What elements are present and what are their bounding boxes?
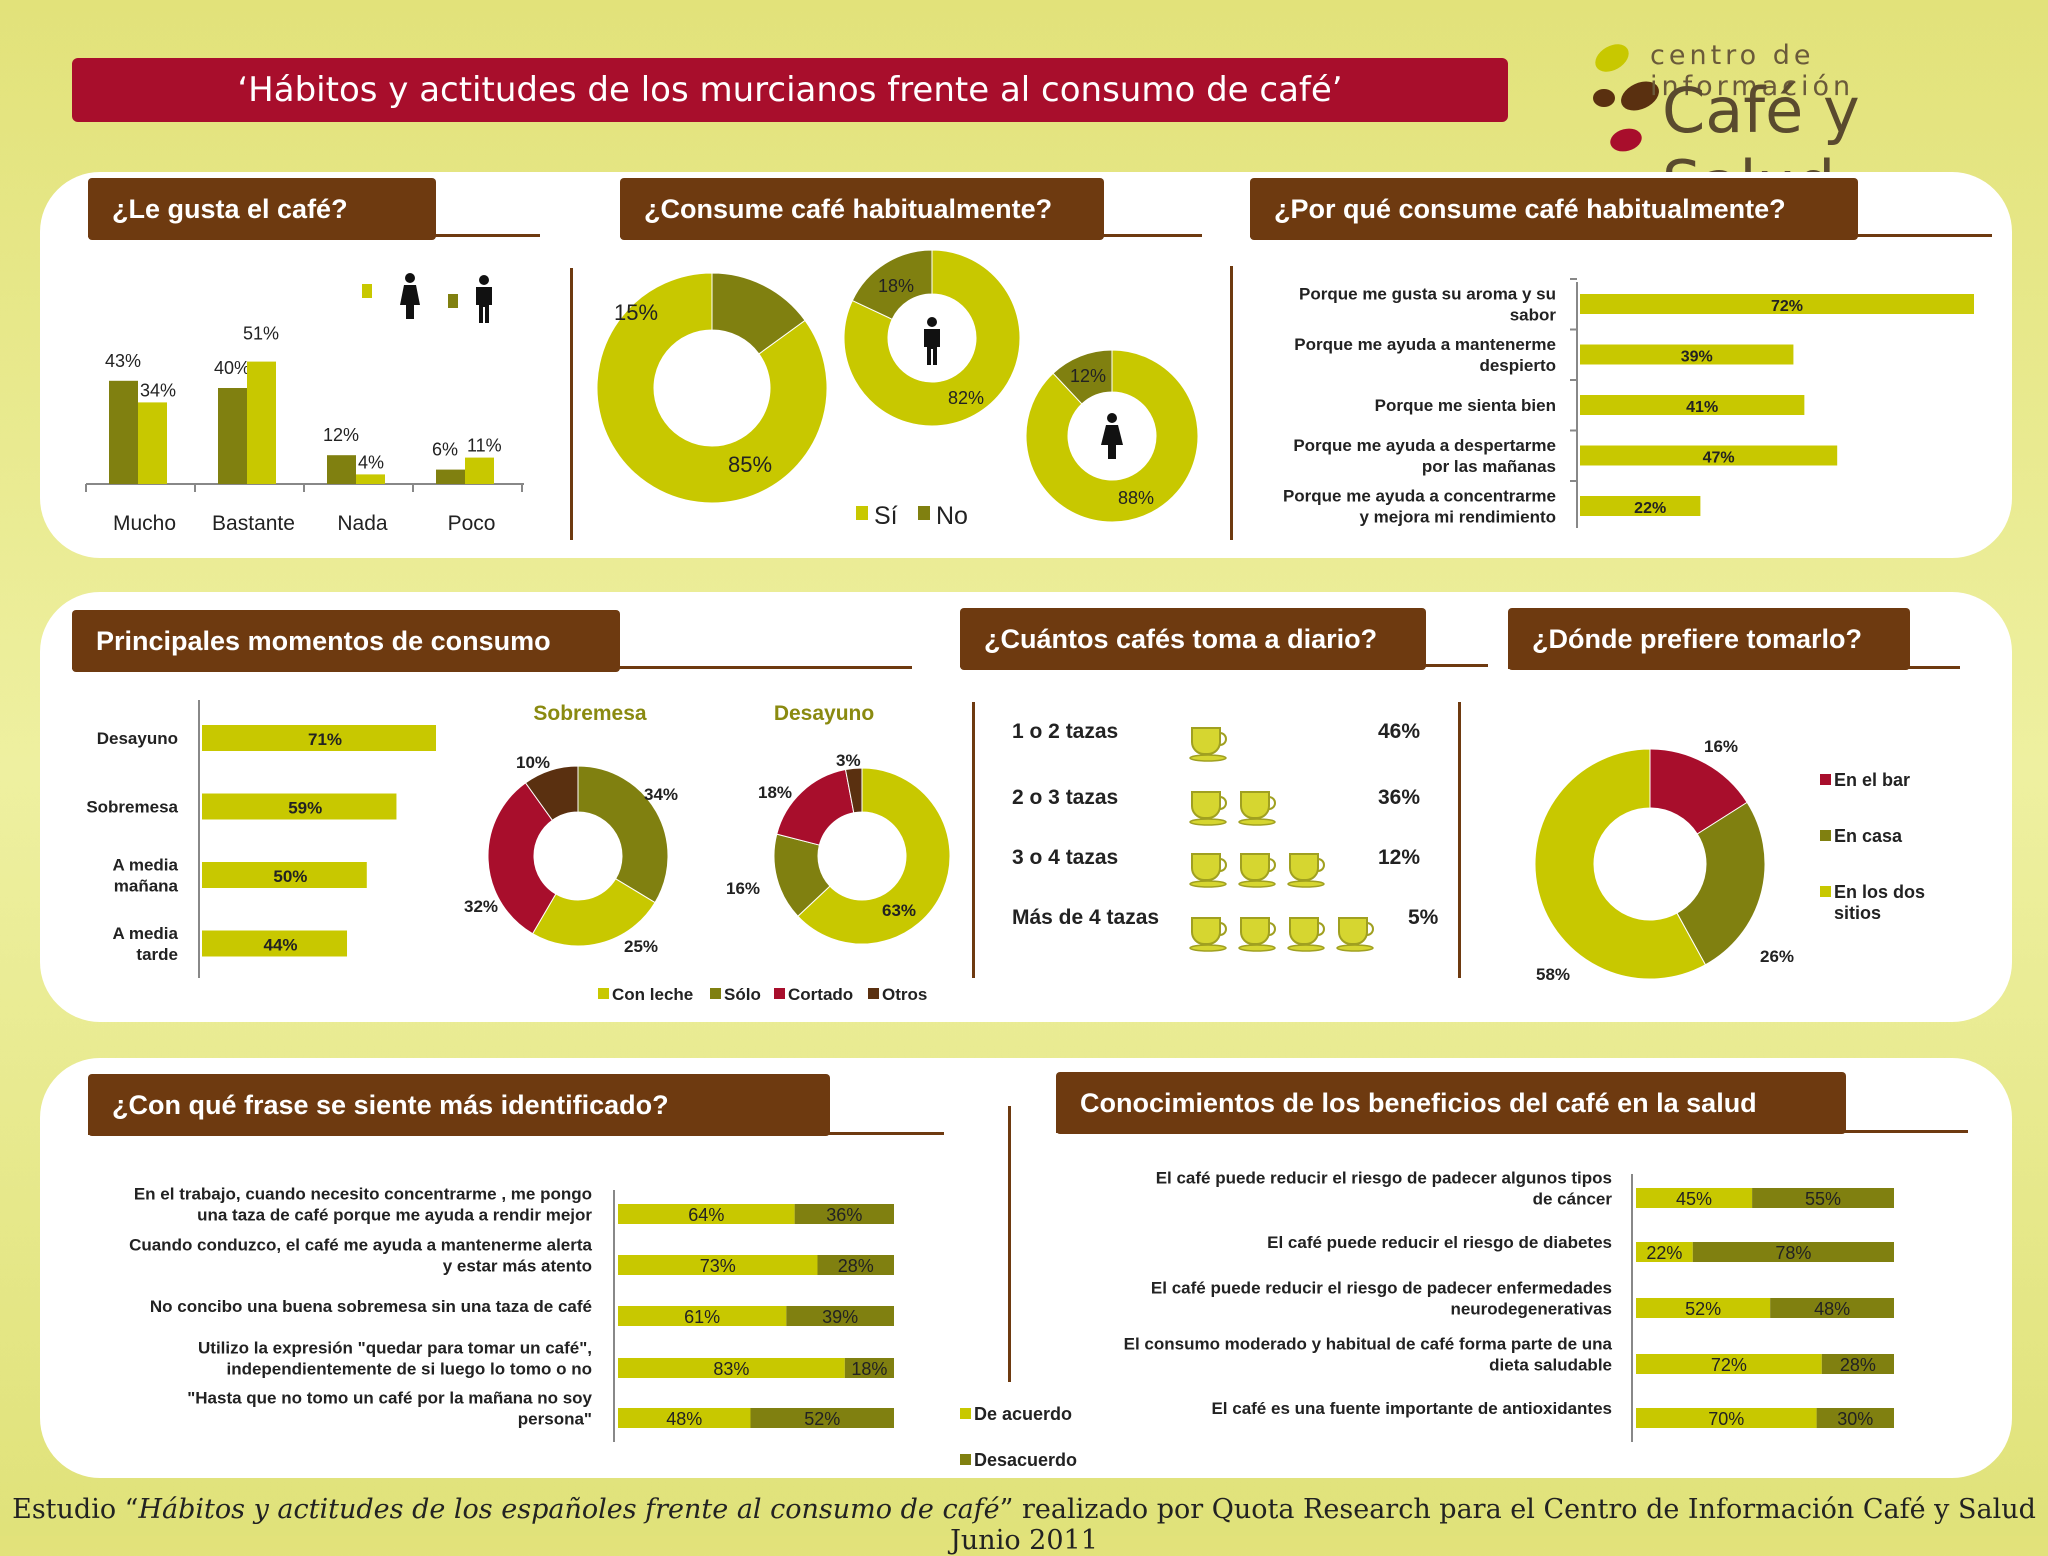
underline	[88, 234, 540, 237]
header-consume: ¿Consume café habitualmente?	[620, 178, 1104, 240]
footer-post: ” realizado por Quota Research para el C…	[950, 1494, 2036, 1556]
separator	[570, 268, 573, 540]
header-conoc: Conocimientos de los beneficios del café…	[1056, 1072, 1846, 1134]
header-gusta: ¿Le gusta el café?	[88, 178, 436, 240]
logo-line1: centro de información	[1650, 40, 1855, 102]
cuantos-label: 3 o 4 tazas	[1012, 846, 1119, 869]
cuantos-value: 36%	[1378, 786, 1421, 809]
cuantos-table: 1 o 2 tazas 46% 2 o 3 tazas 36% 3 o 4 ta…	[1012, 704, 1438, 964]
cuantos-label: 1 o 2 tazas	[1012, 720, 1119, 743]
cuantos-row: 1 o 2 tazas 46%	[1012, 714, 1432, 754]
header-porque: ¿Por qué consume café habitualmente?	[1250, 178, 1858, 240]
man-icon	[476, 275, 492, 323]
woman-icon	[400, 273, 420, 319]
underline	[1250, 234, 1992, 237]
underline	[1508, 666, 1960, 669]
separator	[1458, 702, 1461, 978]
page-title: ‘Hábitos y actitudes de los murcianos fr…	[72, 58, 1508, 122]
cuantos-label: 2 o 3 tazas	[1012, 786, 1119, 809]
header-frase: ¿Con qué frase se siente más identificad…	[88, 1074, 830, 1136]
underline	[960, 664, 1488, 667]
footer-pre: Estudio “	[12, 1494, 139, 1525]
separator	[1008, 1106, 1011, 1382]
underline	[1056, 1130, 1968, 1133]
underline	[620, 234, 1202, 237]
underline	[88, 1132, 944, 1135]
cuantos-value: 46%	[1378, 720, 1421, 743]
legend-mujer	[362, 273, 458, 319]
cuantos-row: 2 o 3 tazas 36%	[1012, 780, 1432, 820]
footer-note: Estudio “Hábitos y actitudes de los espa…	[0, 1494, 2048, 1556]
header-donde: ¿Dónde prefiere tomarlo?	[1508, 608, 1910, 670]
separator	[972, 702, 975, 978]
underline	[72, 666, 912, 669]
cuantos-value: 5%	[1408, 906, 1439, 929]
footer-italic: Hábitos y actitudes de los españoles fre…	[138, 1494, 1000, 1525]
cuantos-row: 3 o 4 tazas 12%	[1012, 840, 1432, 880]
cuantos-value: 12%	[1378, 846, 1421, 869]
header-momentos: Principales momentos de consumo	[72, 610, 620, 672]
separator	[1230, 266, 1233, 540]
header-cuantos: ¿Cuántos cafés toma a diario?	[960, 608, 1426, 670]
cuantos-label: Más de 4 tazas	[1012, 906, 1160, 929]
logo: centro de información Café y Salud	[1584, 36, 2024, 220]
cuantos-row: Más de 4 tazas 5%	[1012, 900, 1438, 940]
coffee-beans-icon	[1593, 44, 1659, 152]
